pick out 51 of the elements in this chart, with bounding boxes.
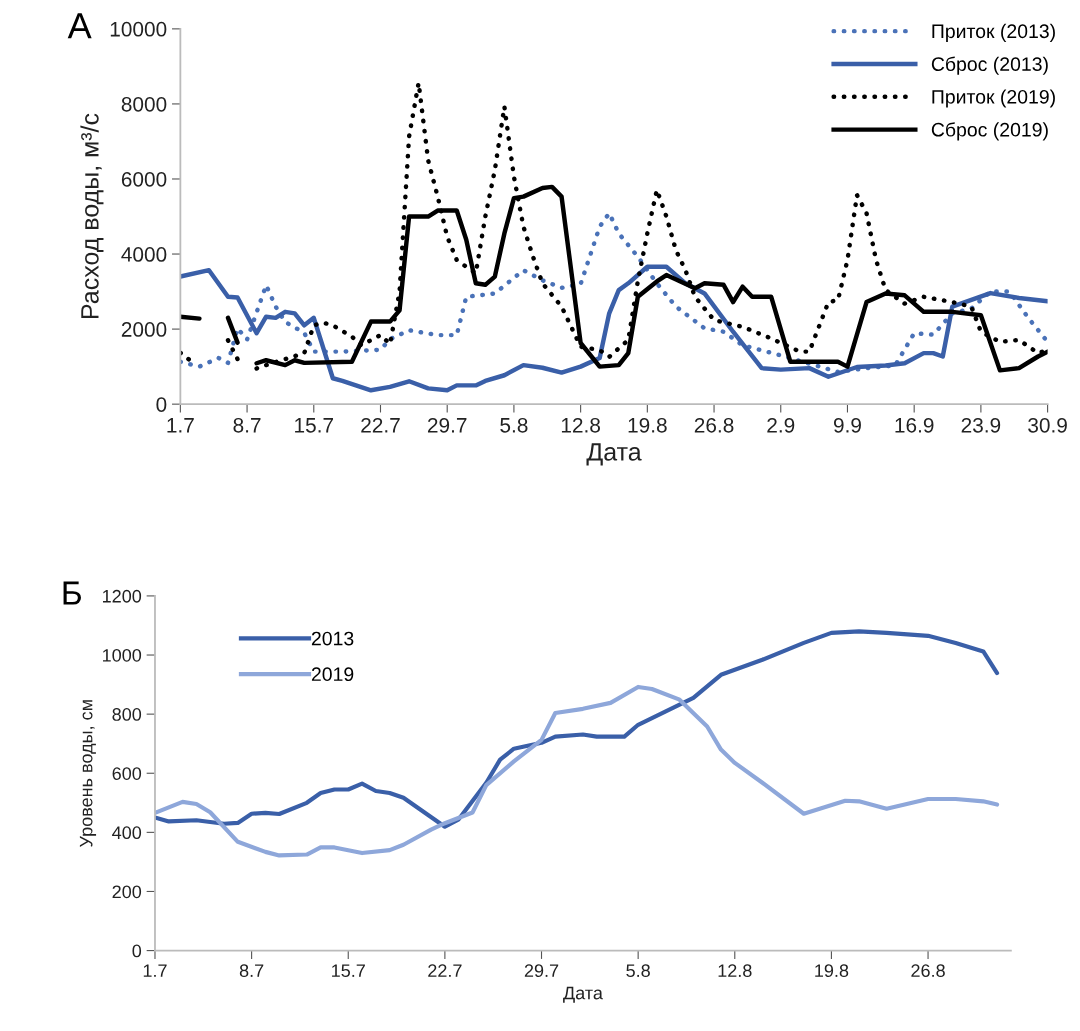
y-axis-title: Расход воды, м³/с [80,113,104,318]
x-tick-label: 29.7 [427,417,467,433]
y-tick-label: 4000 [121,247,167,262]
x-tick-label: 16.9 [895,417,934,433]
y-tick-label: 8000 [121,96,167,112]
legend-label: Приток (2019) [932,89,1055,108]
x-tick-label: 15.7 [332,964,365,978]
y-tick-label: 200 [112,885,142,899]
x-tick-label: 19.8 [815,964,849,978]
x-tick-label: 29.7 [524,964,559,978]
y-axis-title: Уровень воды, см [79,700,97,848]
x-tick-label: 1.7 [143,964,167,977]
y-tick-label: 1000 [103,648,142,662]
x-axis-title: Дата [586,443,642,466]
x-tick-label: 15.7 [295,418,334,433]
line-series [154,684,1000,858]
x-tick-label: 2.9 [767,417,795,433]
x-tick-label: 26.8 [694,417,734,433]
x-tick-label: 5.8 [626,964,650,978]
x-tick-label: 19.8 [628,417,667,433]
y-tick-label: 400 [112,826,142,840]
y-tick-label: 800 [112,708,142,721]
x-tick-label: 8.7 [233,417,261,433]
x-tick-label: 12.8 [561,417,600,433]
chart-title: А [67,13,92,39]
line-series [180,264,1048,393]
x-tick-label: 9.9 [833,417,861,433]
x-tick-label: 12.8 [718,964,752,978]
x-tick-label: 26.8 [911,964,945,978]
y-tick-label: 2000 [121,322,167,337]
x-tick-label: 30.9 [1028,417,1067,433]
y-tick-label: 0 [156,397,167,412]
x-tick-label: 8.7 [239,964,264,978]
chart-title: Б [63,581,81,605]
y-tick-label: 10000 [110,21,167,37]
x-tick-label: 1.7 [167,418,194,433]
legend-label: Приток (2013) [932,23,1055,42]
legend-label: 2019 [311,667,354,682]
x-axis-title: Дата [563,986,603,1003]
line-series [154,629,1000,829]
x-tick-label: 22.7 [428,964,462,977]
legend-label: Сброс (2019) [931,122,1048,141]
y-tick-label: 6000 [121,171,167,187]
legend-label: 2013 [311,631,354,646]
y-tick-label: 1200 [103,589,142,603]
y-tick-label: 600 [112,767,142,780]
legend-label: Сброс (2013) [931,56,1048,75]
x-tick-label: 5.8 [500,417,528,433]
y-tick-label: 0 [132,944,142,958]
x-tick-label: 22.7 [361,417,400,433]
x-tick-label: 23.9 [961,417,1001,433]
